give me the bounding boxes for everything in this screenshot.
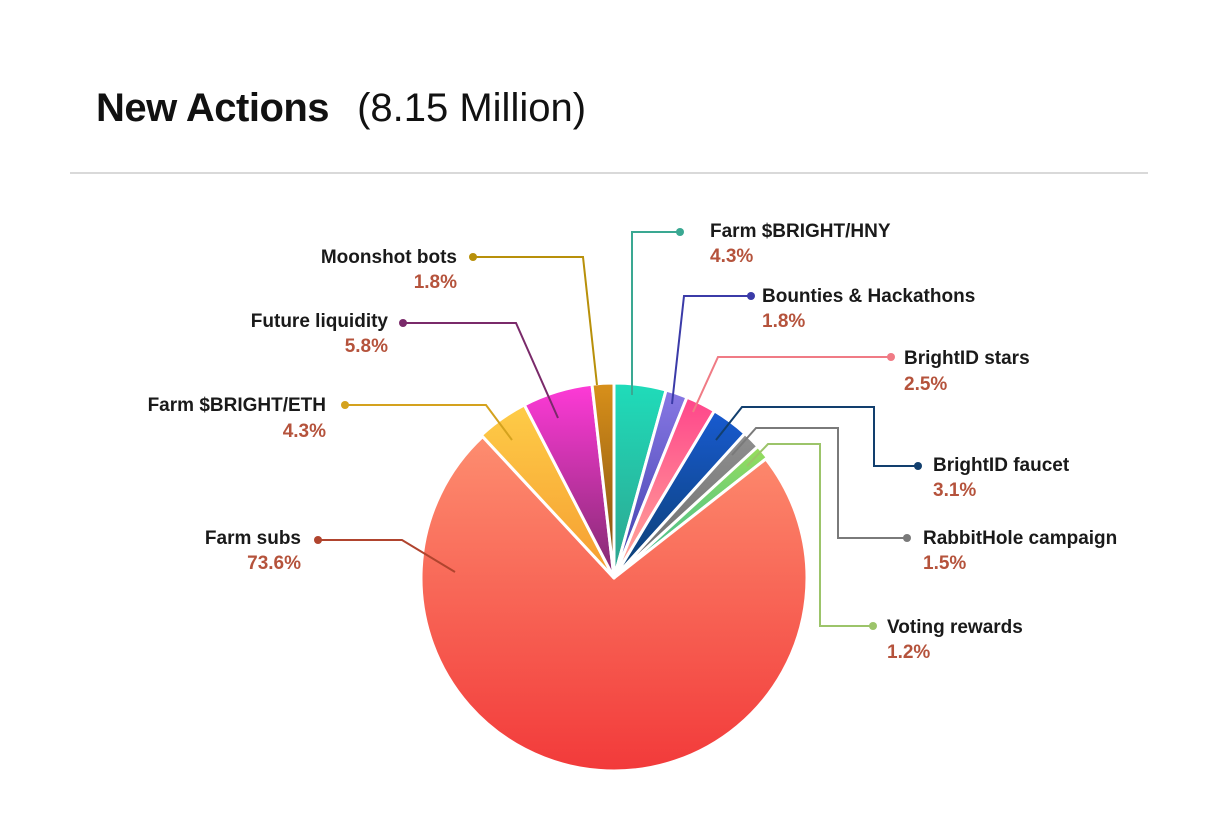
pie-slices	[419, 381, 809, 773]
slice-value-farm-bright-hny: 4.3%	[710, 246, 753, 267]
slice-value-farm-bright-eth: 4.3%	[283, 421, 326, 442]
slice-label-farm-bright-eth: Farm $BRIGHT/ETH	[148, 395, 326, 416]
leader-line-rabbithole-campaign	[731, 427, 907, 539]
leader-dot-rabbithole-campaign	[903, 534, 911, 542]
leader-dot-voting-rewards	[869, 622, 877, 630]
leader-dot-moonshot-bots	[469, 253, 477, 261]
slice-moonshot-bots	[590, 381, 616, 580]
slice-value-future-liquidity: 5.8%	[345, 336, 388, 357]
slice-value-brightid-faucet: 3.1%	[933, 480, 976, 501]
leader-lines	[314, 228, 922, 630]
leader-line-brightid-stars	[692, 356, 891, 413]
leader-line-moonshot-bots	[473, 256, 598, 386]
slice-labels: Farm $BRIGHT/HNY 4.3% Bounties & Hackathon…	[148, 221, 1118, 663]
leader-dot-farm-subs	[314, 536, 322, 544]
slice-label-voting-rewards: Voting rewards	[887, 617, 1023, 638]
slice-label-farm-subs: Farm subs	[205, 528, 301, 549]
slice-label-bounties-hackathons: Bounties & Hackathons	[762, 286, 975, 307]
slice-label-farm-bright-hny: Farm $BRIGHT/HNY	[710, 221, 891, 242]
leader-line-brightid-faucet	[715, 406, 918, 467]
leader-dot-bounties-hackathons	[747, 292, 755, 300]
leader-dot-future-liquidity	[399, 319, 407, 327]
leader-dot-brightid-stars	[887, 353, 895, 361]
slice-value-farm-subs: 73.6%	[247, 553, 301, 574]
slice-value-rabbithole-campaign: 1.5%	[923, 553, 966, 574]
leader-line-future-liquidity	[403, 322, 559, 419]
slice-label-future-liquidity: Future liquidity	[251, 311, 389, 332]
leader-line-voting-rewards	[746, 443, 873, 627]
title-divider	[70, 172, 1148, 174]
slice-label-rabbithole-campaign: RabbitHole campaign	[923, 528, 1117, 549]
slice-value-bounties-hackathons: 1.8%	[762, 311, 805, 332]
leader-dot-farm-bright-hny	[676, 228, 684, 236]
leader-dot-farm-bright-eth	[341, 401, 349, 409]
leader-line-farm-bright-eth	[345, 404, 513, 441]
chart-title-row: New Actions (8.15 Million)	[96, 86, 586, 131]
leader-line-farm-bright-hny	[631, 231, 680, 395]
leader-line-bounties-hackathons	[671, 295, 751, 405]
slice-label-brightid-faucet: BrightID faucet	[933, 455, 1070, 476]
slice-value-voting-rewards: 1.2%	[887, 642, 930, 663]
slice-value-brightid-stars: 2.5%	[904, 374, 947, 395]
slice-label-moonshot-bots: Moonshot bots	[321, 247, 457, 268]
chart-title: New Actions	[96, 86, 330, 130]
slice-value-moonshot-bots: 1.8%	[414, 272, 457, 293]
slice-label-brightid-stars: BrightID stars	[904, 348, 1030, 369]
leader-line-farm-subs	[318, 539, 456, 573]
slice-voting-rewards	[612, 444, 769, 580]
chart-subtitle: (8.15 Million)	[357, 86, 587, 130]
leader-dot-brightid-faucet	[914, 462, 922, 470]
